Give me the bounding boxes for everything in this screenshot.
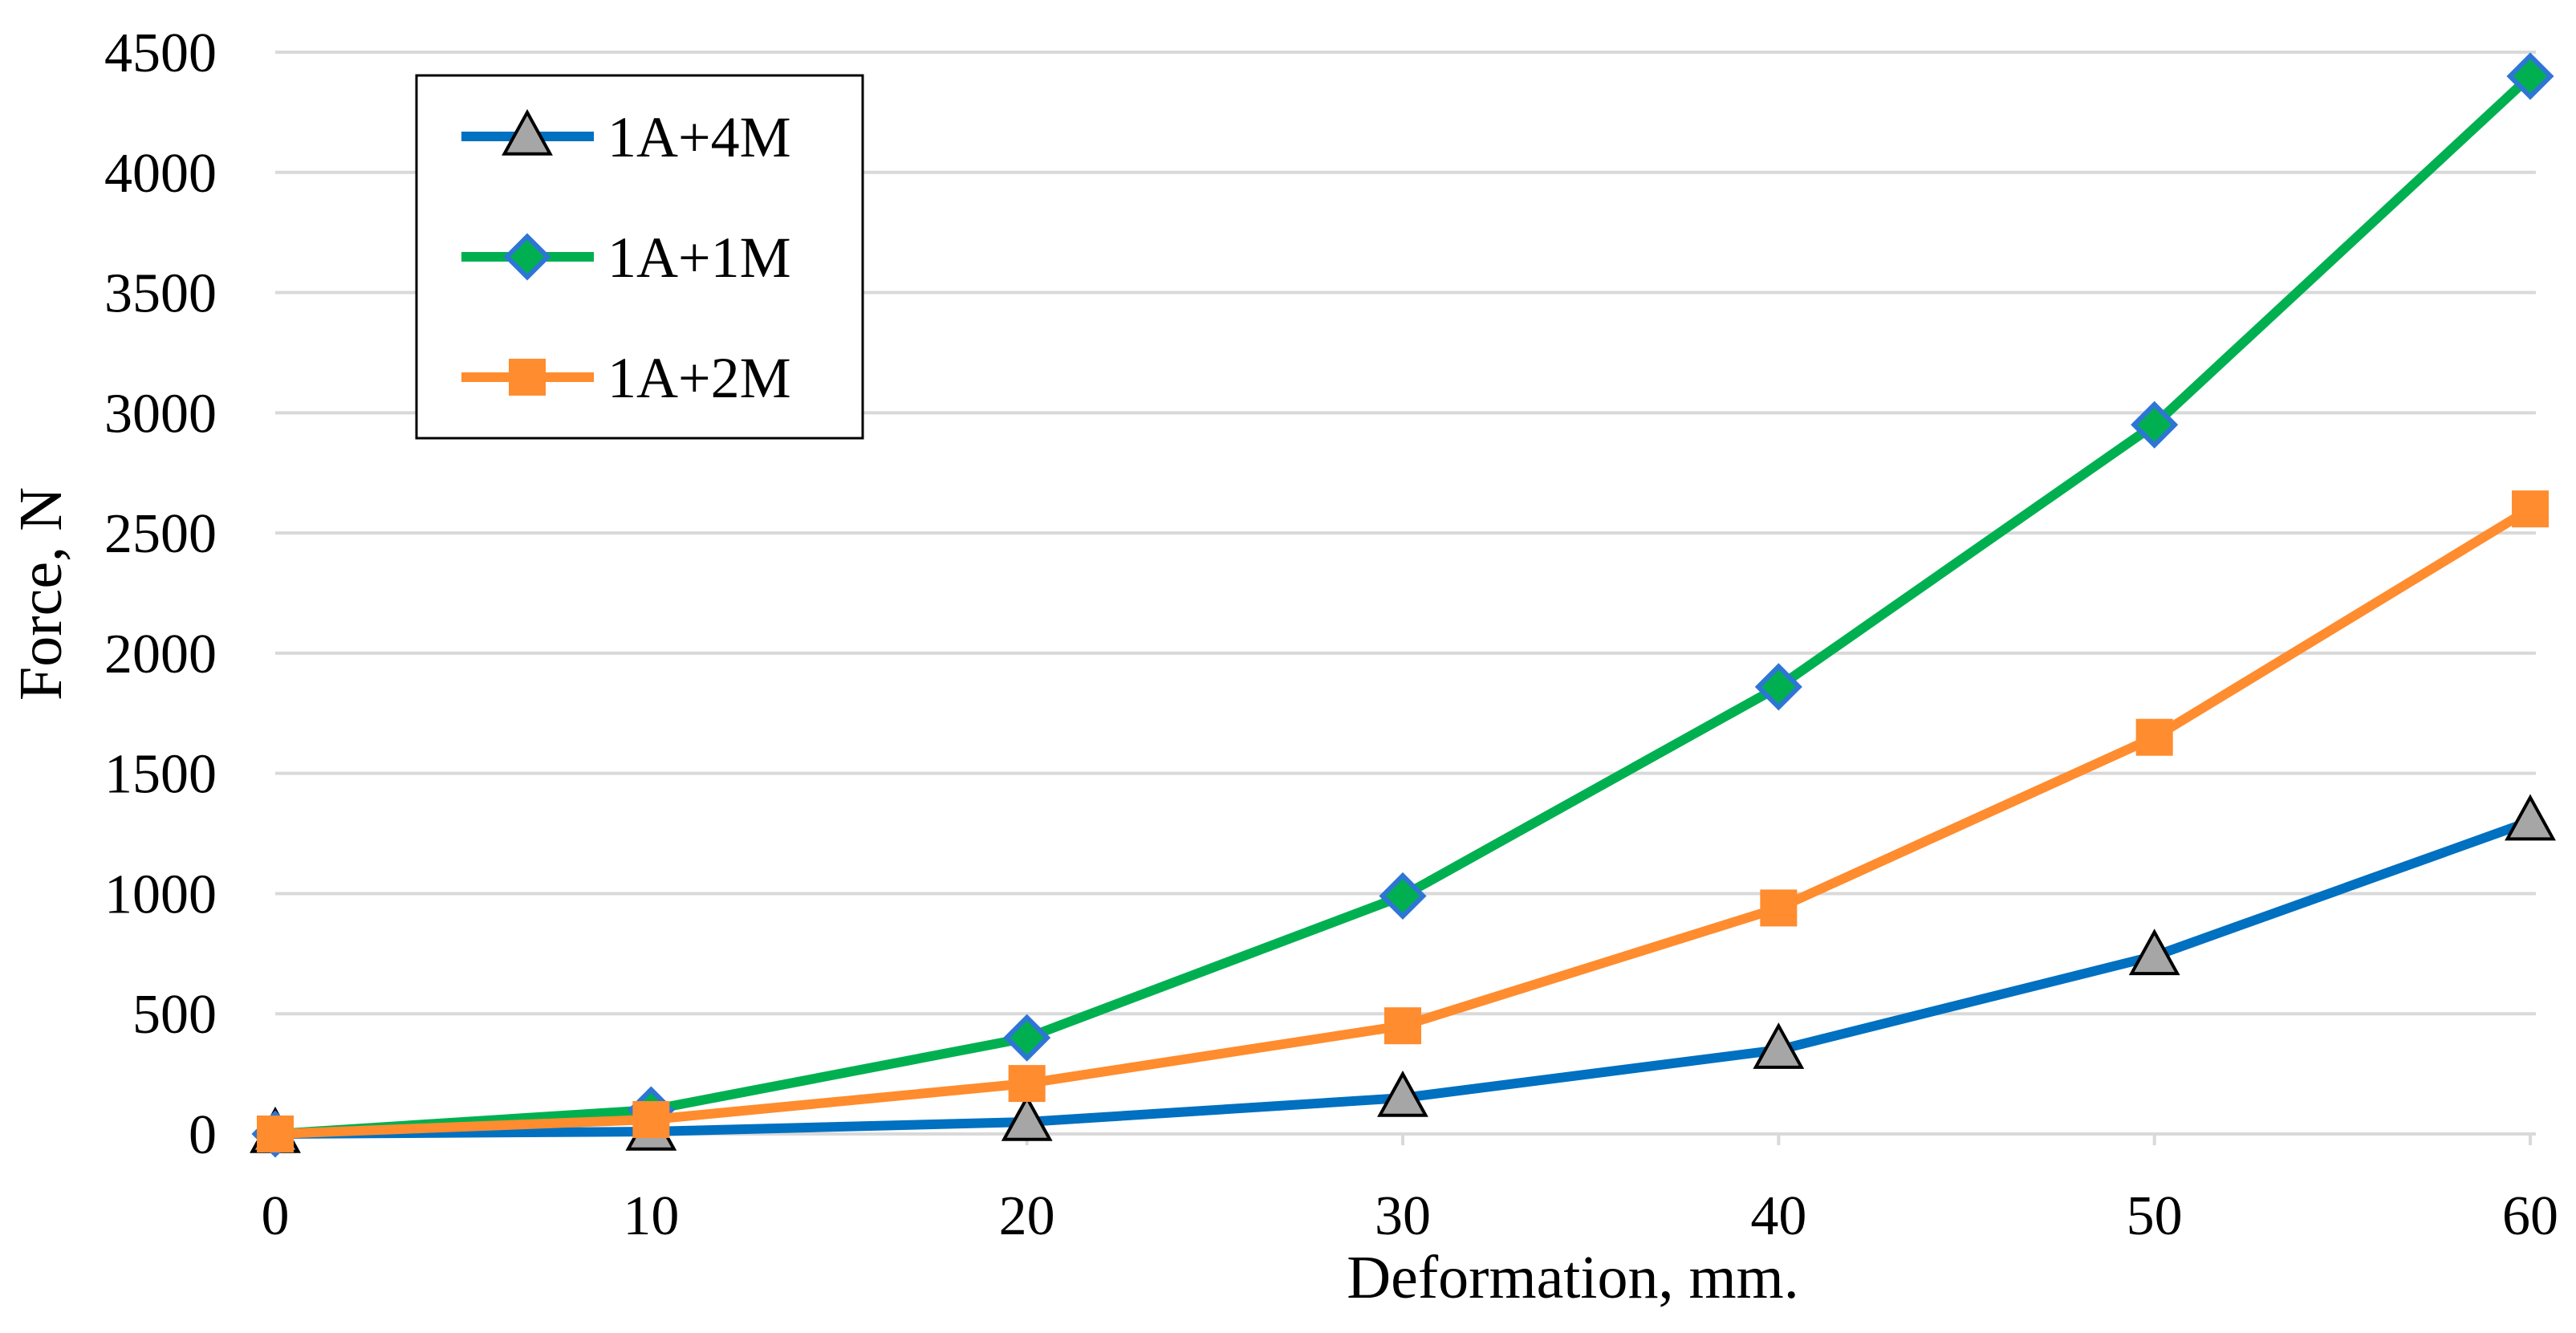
legend-label: 1A+4M: [607, 105, 791, 169]
series-1A+4M: [250, 794, 2556, 1153]
data-point-1A+2M: [632, 1101, 670, 1139]
legend-marker-triangle: [502, 108, 553, 156]
legend-marker-square: [509, 359, 546, 396]
series-layer: [250, 52, 2556, 1158]
y-tick-label: 4000: [104, 143, 217, 205]
data-point-1A+2M: [257, 1116, 294, 1152]
x-tick-label: 50: [2127, 1185, 2183, 1247]
legend: 1A+4M 1A+1M 1A+2M: [415, 74, 864, 440]
data-point-1A+1M: [2131, 400, 2179, 449]
y-tick-label: 1500: [104, 744, 217, 806]
x-tick-label: 20: [999, 1185, 1055, 1247]
data-point-1A+1M: [1003, 1014, 1051, 1062]
legend-label: 1A+2M: [607, 346, 791, 410]
x-tick-label: 40: [1750, 1185, 1806, 1247]
y-axis-title: Force, N: [7, 487, 75, 701]
data-point-1A+4M: [1753, 1022, 1805, 1069]
y-tick-label: 1000: [104, 864, 217, 925]
legend-marker-diamond: [503, 233, 551, 281]
y-tick-label: 3500: [104, 263, 217, 325]
data-point-1A+4M: [2128, 929, 2180, 976]
data-point-1A+1M: [2506, 52, 2554, 100]
x-axis-title: Deformation, mm.: [1347, 1244, 1799, 1311]
legend-label: 1A+1M: [607, 226, 791, 290]
data-point-1A+2M: [2135, 718, 2173, 756]
series-1A+2M: [257, 490, 2549, 1152]
data-point-1A+2M: [1008, 1065, 1046, 1103]
y-tick-label: 0: [189, 1104, 217, 1166]
data-point-1A+1M: [1754, 663, 1802, 711]
data-point-1A+4M: [1001, 1094, 1053, 1141]
y-tick-label: 3000: [104, 383, 217, 445]
y-tick-label: 4500: [104, 22, 217, 84]
y-tick-label: 2000: [104, 624, 217, 685]
y-tick-label: 500: [132, 984, 217, 1046]
x-tick-label: 60: [2502, 1185, 2558, 1247]
data-point-1A+4M: [1377, 1070, 1428, 1117]
data-point-1A+2M: [1384, 1007, 1421, 1045]
data-point-1A+4M: [2505, 794, 2556, 841]
x-tick-label: 10: [623, 1185, 679, 1247]
data-point-1A+1M: [1379, 872, 1427, 920]
axis-layer: 0 500 1000 1500 2000 2500 3000 3500 4000 4500 0 10 2…: [7, 22, 2558, 1311]
x-tick-label: 30: [1375, 1185, 1431, 1247]
x-tick-label: 0: [262, 1185, 290, 1247]
y-tick-label: 2500: [104, 503, 217, 565]
data-point-1A+2M: [1760, 889, 1798, 927]
data-point-1A+2M: [2512, 490, 2549, 528]
